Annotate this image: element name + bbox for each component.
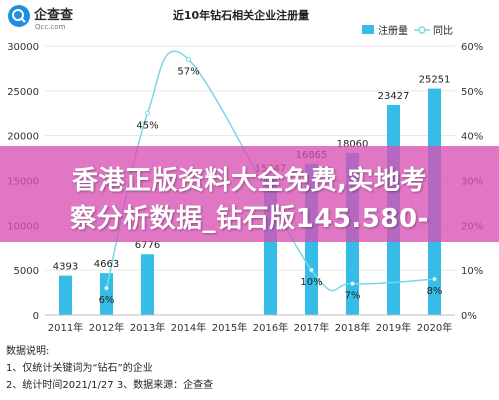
bar-value-label: 25251 bbox=[419, 75, 451, 86]
y-left-tick-label: 5000 bbox=[14, 266, 39, 277]
bar bbox=[59, 275, 72, 315]
legend: 注册量 同比 bbox=[362, 24, 453, 37]
x-tick-label: 2017年 bbox=[294, 321, 329, 334]
magnifier-icon bbox=[12, 9, 24, 21]
y-right-tick-label: 60% bbox=[461, 42, 483, 53]
yoy-point bbox=[350, 281, 355, 287]
x-tick-label: 2014年 bbox=[171, 321, 206, 334]
banner-line-1: 香港正版资料大全免费,实地考 bbox=[72, 166, 427, 196]
yoy-point bbox=[432, 276, 437, 282]
legend-bar-swatch bbox=[362, 25, 374, 34]
y-left-tick-label: 25000 bbox=[7, 87, 39, 98]
x-tick-label: 2018年 bbox=[335, 321, 370, 334]
yoy-value-label: 45% bbox=[136, 120, 158, 131]
yoy-point bbox=[309, 267, 314, 273]
x-tick-label: 2015年 bbox=[212, 321, 247, 334]
x-tick-label: 2020年 bbox=[417, 321, 452, 334]
x-tick-label: 2011年 bbox=[48, 321, 83, 334]
yoy-point bbox=[104, 285, 109, 291]
bar-value-label: 18060 bbox=[337, 139, 369, 150]
logo-sub: Qcc.com bbox=[35, 23, 66, 31]
yoy-point bbox=[145, 110, 150, 116]
notes-line-1: 1、仅统计关键词为“钻石”的企业 bbox=[6, 363, 153, 374]
banner-line-2: 察分析数据_钻石版145.580- bbox=[70, 204, 429, 234]
y-left-tick-label: 30000 bbox=[7, 42, 39, 53]
yoy-value-label: 6% bbox=[99, 295, 115, 306]
x-tick-label: 2019年 bbox=[376, 321, 411, 334]
yoy-point bbox=[186, 56, 191, 62]
legend-bar-label: 注册量 bbox=[378, 24, 408, 37]
chart-title: 近10年钻石相关企业注册量 bbox=[173, 8, 309, 22]
bar bbox=[141, 254, 154, 315]
yoy-value-label: 7% bbox=[345, 291, 361, 302]
bar-value-label: 4663 bbox=[94, 259, 119, 270]
x-tick-label: 2016年 bbox=[253, 321, 288, 334]
bar-value-label: 6776 bbox=[135, 240, 160, 251]
x-tick-label: 2013年 bbox=[130, 321, 165, 334]
notes-line-2: 2、统计时间2021/1/27 3、数据来源：企查查 bbox=[6, 380, 214, 391]
y-right-tick-label: 10% bbox=[461, 266, 483, 277]
bar bbox=[100, 273, 113, 315]
yoy-value-label: 57% bbox=[177, 66, 199, 77]
logo: 企查查 Qcc.com bbox=[8, 5, 74, 31]
bar-value-label: 23427 bbox=[378, 91, 410, 102]
x-axis: 2011年 2012年 2013年 2014年 2015年 2016年 2017年 2018年… bbox=[45, 314, 455, 334]
bar-value-label: 4393 bbox=[53, 262, 78, 273]
y-right-tick-label: 40% bbox=[461, 132, 483, 143]
y-left-tick-label: 0 bbox=[33, 311, 39, 322]
logo-mark-icon bbox=[8, 5, 30, 27]
y-left-tick-label: 20000 bbox=[7, 132, 39, 143]
data-notes: 数据说明: 1、仅统计关键词为“钻石”的企业 2、统计时间2021/1/27 3… bbox=[6, 343, 213, 394]
notes-heading: 数据说明: bbox=[6, 346, 50, 357]
y-right-tick-label: 50% bbox=[461, 87, 483, 98]
legend-line-label: 同比 bbox=[433, 25, 453, 37]
watermark-banner: 香港正版资料大全免费,实地考 察分析数据_钻石版145.580- bbox=[0, 146, 499, 242]
legend-line-marker bbox=[418, 26, 426, 34]
y-right-tick-label: 0% bbox=[461, 311, 477, 322]
yoy-value-label: 10% bbox=[300, 277, 322, 288]
yoy-value-label: 8% bbox=[427, 286, 443, 297]
x-tick-label: 2012年 bbox=[89, 321, 124, 334]
logo-name: 企查查 bbox=[33, 7, 74, 23]
